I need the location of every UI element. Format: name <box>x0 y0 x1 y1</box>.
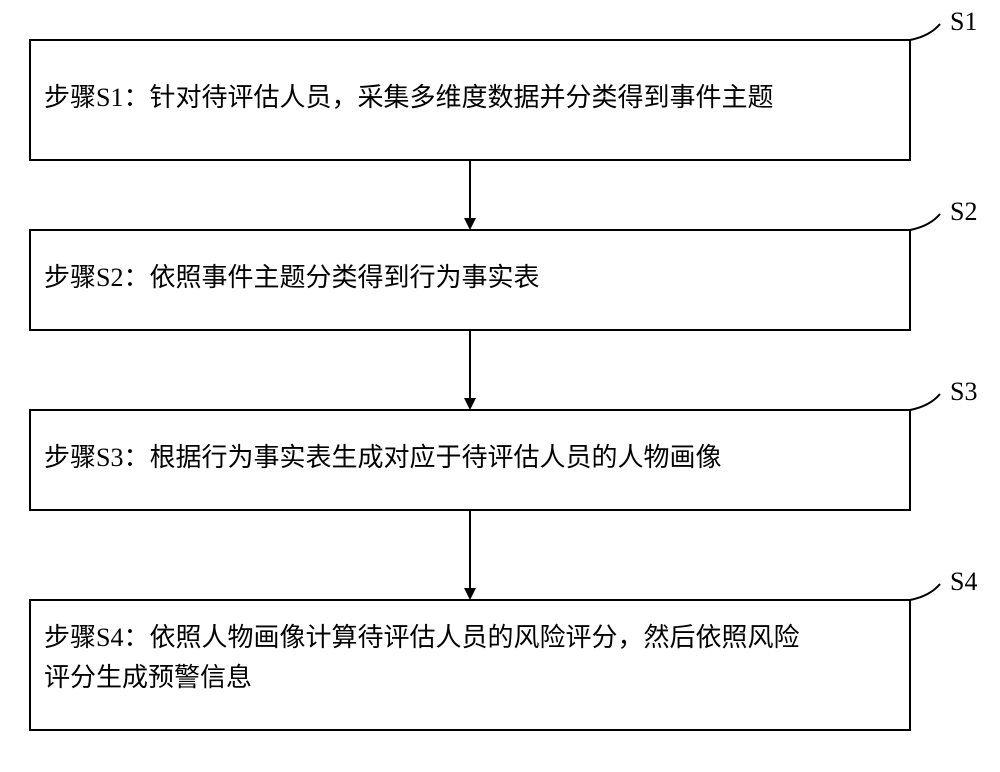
flow-node-label: S1 <box>950 7 977 36</box>
flow-node-label: S4 <box>950 567 977 596</box>
leader-line <box>910 394 940 410</box>
flow-node-text: 评分生成预警信息 <box>44 663 252 692</box>
flow-node-label: S2 <box>950 197 977 226</box>
flow-node-text: 步骤S4：依照人物画像计算待评估人员的风险评分，然后依照风险 <box>44 623 799 652</box>
flow-node-label: S3 <box>950 377 977 406</box>
flow-node-s4: 步骤S4：依照人物画像计算待评估人员的风险评分，然后依照风险评分生成预警信息 S4 <box>30 567 977 730</box>
flow-node-text: 步骤S1：针对待评估人员，采集多维度数据并分类得到事件主题 <box>44 83 773 112</box>
flow-node-text: 步骤S2：依照事件主题分类得到行为事实表 <box>44 263 539 292</box>
leader-line <box>910 24 940 40</box>
flow-node-text: 步骤S3：根据行为事实表生成对应于待评估人员的人物画像 <box>44 443 721 472</box>
flow-node-s3: 步骤S3：根据行为事实表生成对应于待评估人员的人物画像 S3 <box>30 377 977 510</box>
leader-line <box>910 214 940 230</box>
leader-line <box>910 584 940 600</box>
flowchart-canvas: 步骤S1：针对待评估人员，采集多维度数据并分类得到事件主题 S1 步骤S2：依照事件… <box>0 0 1000 772</box>
flow-node-s1: 步骤S1：针对待评估人员，采集多维度数据并分类得到事件主题 S1 <box>30 7 977 160</box>
flow-node-s2: 步骤S2：依照事件主题分类得到行为事实表 S2 <box>30 197 977 330</box>
